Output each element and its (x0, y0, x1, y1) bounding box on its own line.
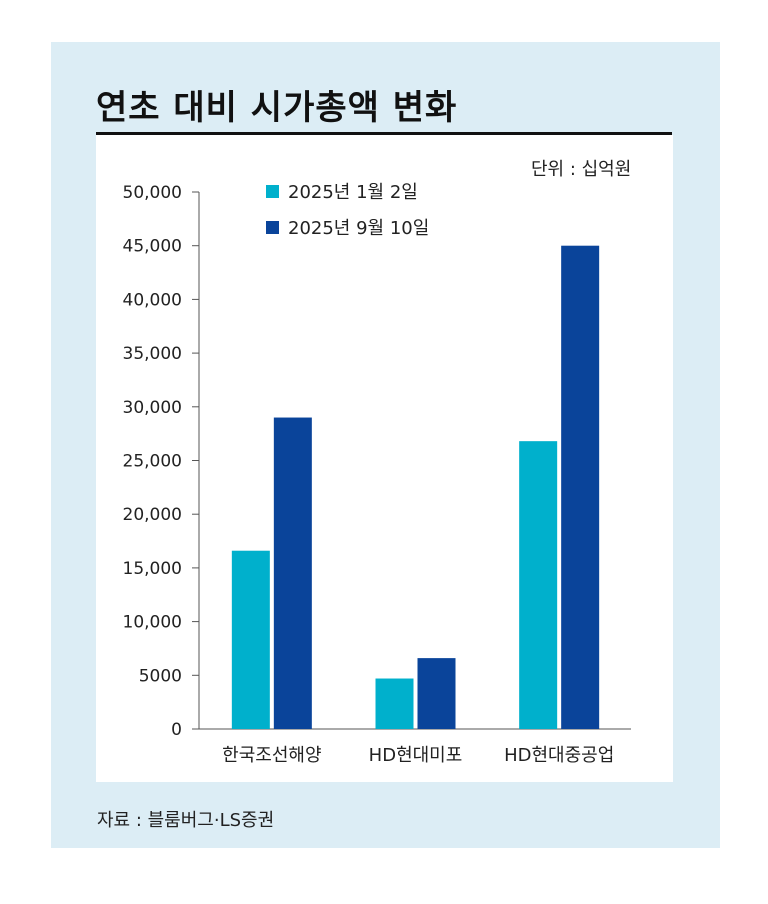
category-label: 한국조선해양 (222, 745, 321, 766)
y-tick-label: 20,000 (123, 505, 182, 525)
y-tick-label: 45,000 (123, 237, 182, 257)
legend-label-2: 2025년 9월 10일 (288, 218, 429, 239)
y-tick-label: 40,000 (123, 290, 182, 310)
bar-1 (231, 550, 270, 729)
category-label: HD현대중공업 (504, 745, 614, 766)
legend-swatch-2 (266, 221, 279, 234)
title-divider (96, 132, 672, 135)
y-tick-label: 50,000 (123, 183, 182, 203)
bar-2 (417, 658, 456, 729)
source-note: 자료 : 블룸버그·LS증권 (97, 810, 275, 831)
legend-label-1: 2025년 1월 2일 (288, 182, 418, 203)
y-tick-label: 0 (171, 720, 182, 740)
category-label: HD현대미포 (369, 745, 463, 766)
bar-2 (273, 417, 312, 729)
chart-title: 연초 대비 시가총액 변화 (96, 88, 458, 128)
y-tick-label: 35,000 (123, 344, 182, 364)
bar-1 (375, 678, 414, 729)
y-tick-label: 30,000 (123, 398, 182, 418)
y-tick-label: 10,000 (123, 613, 182, 633)
y-tick-label: 5000 (139, 666, 182, 686)
bar-2 (561, 245, 600, 729)
y-tick-label: 25,000 (123, 452, 182, 472)
legend-swatch-1 (266, 185, 279, 198)
unit-label: 단위 : 십억원 (531, 159, 632, 180)
y-tick-label: 15,000 (123, 559, 182, 579)
bar-1 (519, 441, 558, 729)
